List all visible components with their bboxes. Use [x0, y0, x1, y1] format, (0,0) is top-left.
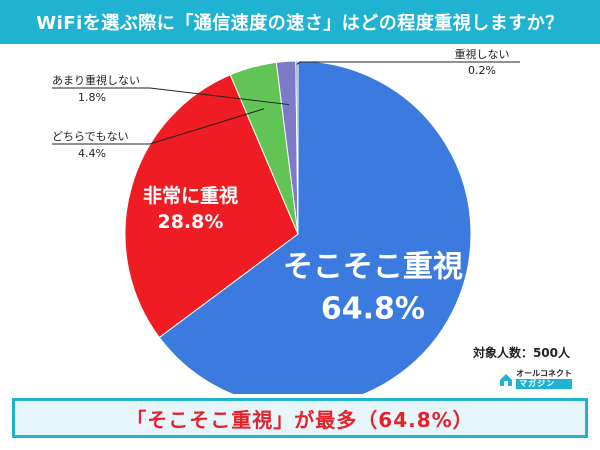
callout-line-3 [52, 87, 290, 106]
callout-label-2: どちらでもない [52, 130, 129, 143]
chart-title: WiFiを選ぶ際に「通信速度の速さ」はどの程度重視しますか？ [0, 0, 600, 44]
logo-text-bottom: マガジン [516, 378, 572, 389]
callout-line-2 [52, 108, 265, 145]
callout-line-4 [296, 61, 520, 65]
pie-slice-4 [295, 60, 299, 235]
pie-slice-0 [158, 60, 472, 394]
brand-logo: オールコネクト マガジン [499, 368, 572, 390]
callout-value-4: 0.2% [468, 64, 496, 77]
logo-text-top: オールコネクト [516, 368, 572, 378]
pie-chart: そこそこ重視 64.8% 非常に重視 28.8% どちらでもない 4.4% あまり重視しない… [52, 47, 520, 394]
headline-banner: 「そこそこ重視」が最多（64.8%） [12, 398, 588, 438]
callout-value-2: 4.4% [78, 147, 106, 160]
callout-label-4: 重視しない [455, 47, 510, 61]
slice-value-1: 28.8% [157, 211, 223, 233]
house-icon [499, 372, 513, 386]
sample-size-note: 対象人数：500人 [472, 346, 570, 360]
callout-label-3: あまり重視しない [52, 73, 140, 87]
slice-label-0: そこそこ重視 [283, 250, 463, 285]
slice-label-1: 非常に重視 [143, 184, 238, 207]
callout-value-3: 1.8% [78, 91, 106, 104]
slice-value-0: 64.8% [321, 292, 425, 327]
